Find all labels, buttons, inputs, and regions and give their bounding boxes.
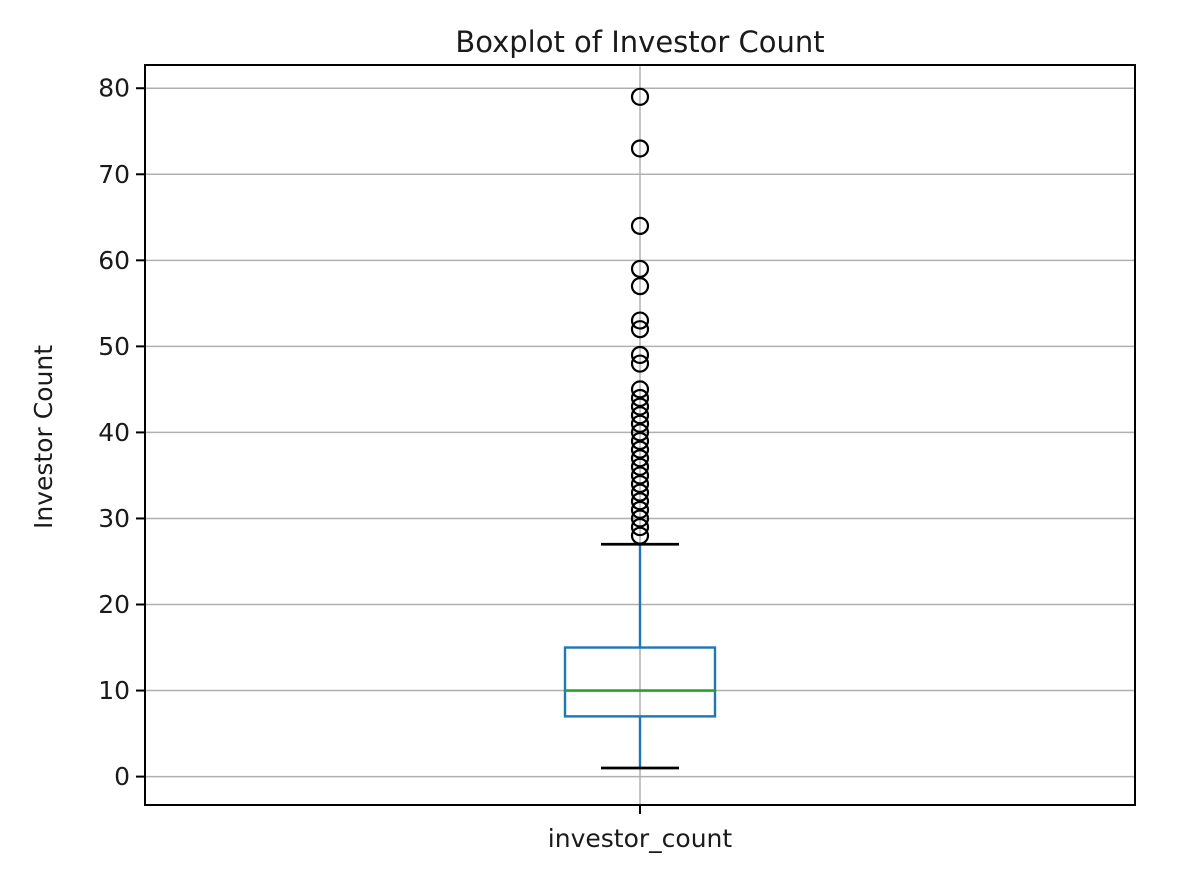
outlier-marker [630,474,650,494]
y-tick-label: 70 [98,160,130,189]
outlier-marker [630,388,650,408]
y-tick-label: 0 [114,762,130,791]
outlier-marker [630,259,650,279]
outlier-marker [630,492,650,511]
iqr-box [563,646,717,718]
y-axis-label: Investor Count [29,345,58,529]
y-axis-ticks: 0 10 20 30 40 50 60 70 80 [98,74,145,791]
outlier-marker [630,320,650,339]
x-tick-label: investor_count [548,824,733,853]
outlier-marker [630,139,650,158]
y-tick-label: 30 [98,504,130,533]
box-and-whiskers [563,542,717,770]
outlier-marker [630,345,650,365]
plot-frame [144,64,1136,806]
outlier-marker [630,500,650,519]
outlier-marker [630,397,650,416]
outlier-marker [630,423,650,442]
gridlines [145,65,1135,805]
chart-title: Boxplot of Investor Count [455,25,824,59]
outlier-marker [630,414,650,433]
y-tick-label: 80 [98,74,130,103]
outlier-marker [630,517,650,537]
outlier-marker [630,216,650,236]
outlier-marker [630,354,650,373]
outlier-points [630,87,650,545]
y-tick-label: 20 [98,590,130,619]
outlier-marker [630,440,650,459]
outlier-marker [630,431,650,451]
outlier-marker [630,449,650,468]
y-tick-label: 10 [98,676,130,705]
outlier-marker [630,380,650,399]
outlier-marker [630,509,650,528]
y-tick-label: 50 [98,332,130,361]
outlier-marker [630,466,650,485]
outlier-marker [630,457,650,476]
y-tick-label: 40 [98,418,130,447]
outlier-marker [630,483,650,502]
outlier-marker [630,87,650,106]
y-tick-label: 60 [98,246,130,275]
outlier-marker [630,406,650,425]
outlier-marker [630,311,650,330]
outlier-marker [630,526,650,545]
outlier-marker [630,277,650,296]
